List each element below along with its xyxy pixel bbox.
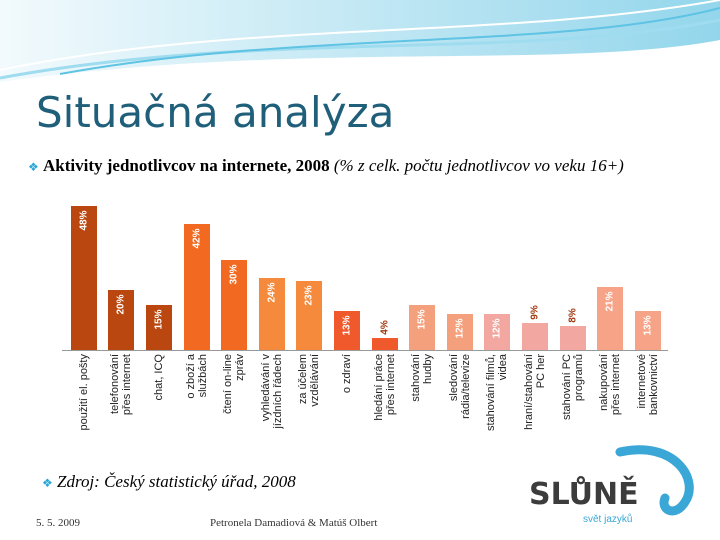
header-wave [0, 0, 720, 82]
axis-line [62, 350, 668, 351]
x-tick-label: stahování PC programů [560, 354, 585, 421]
bar [522, 323, 548, 350]
x-tick-label: za účelem vzdělávání [297, 354, 322, 407]
bar [634, 311, 661, 350]
bar [597, 287, 624, 350]
x-tick-label: telefonování přes internet [109, 354, 134, 416]
bar [70, 206, 97, 350]
value-label: 15% [416, 308, 428, 330]
bar [409, 305, 436, 350]
value-label: 42% [191, 227, 203, 249]
x-tick-label: stahování hudby [410, 354, 435, 402]
source-text: Zdroj: Český statistický úřad, 2008 [57, 472, 296, 491]
bar [559, 326, 586, 350]
bar [446, 314, 473, 350]
bullet: ❖ Aktivity jednotlivcov na internete, 20… [28, 156, 624, 175]
value-label: 24% [266, 281, 278, 303]
bar [258, 278, 285, 350]
bar [371, 338, 398, 350]
value-label: 13% [341, 314, 353, 336]
value-label: 30% [228, 263, 240, 285]
bar [296, 281, 323, 350]
authors: Petronela Damadiová & Matúš Olbert [210, 517, 378, 529]
value-label: 4% [379, 319, 391, 335]
logo: SLŮNĚ svět jazyků [529, 445, 694, 525]
x-tick-label: použití el. pošty [77, 354, 90, 431]
slide-title: Situačná analýza [36, 88, 395, 137]
value-label: 8% [567, 307, 579, 323]
logo-tagline: svět jazyků [583, 513, 632, 525]
bar [108, 290, 135, 350]
x-tick-label: stahování filmů, videa [485, 354, 510, 432]
x-tick-label: internetové bankovnictví [635, 354, 660, 416]
x-tick-label: hledání práce přes internet [372, 354, 397, 421]
value-label: 48% [78, 209, 90, 231]
bar [183, 224, 210, 350]
value-label: 9% [529, 304, 541, 320]
bullet-text: Aktivity jednotlivcov na internete, 2008 [43, 156, 330, 175]
x-tick-label: o zdraví [341, 354, 353, 394]
x-tick-label: o zboží a službách [184, 354, 209, 399]
bar [484, 314, 511, 350]
value-label: 23% [303, 284, 315, 306]
value-label: 13% [642, 314, 654, 336]
value-label: 15% [153, 308, 165, 330]
date: 5. 5. 2009 [36, 517, 80, 529]
value-label: 21% [604, 290, 616, 312]
value-label: 12% [491, 317, 503, 339]
x-tick-label: sledování rádia/televize [447, 354, 472, 419]
x-tick-label: chat, ICQ [153, 354, 165, 401]
bar [146, 305, 172, 350]
bar [221, 260, 248, 350]
bar [334, 311, 360, 350]
source: ❖ Zdroj: Český statistický úřad, 2008 [42, 472, 296, 491]
x-tick-label: nakupování přes internet [598, 354, 623, 416]
chart: 48% použití el. pošty 20% telefonování přes… [62, 198, 668, 442]
x-tick-label: hraní/stahování PC her [523, 354, 547, 430]
x-tick-label: čtení on-line zpráv [222, 354, 247, 414]
value-label: 12% [454, 317, 466, 339]
value-label: 20% [115, 293, 127, 315]
x-tick-label: vyhledávání v jízdních řádech [259, 354, 284, 429]
logo-text: SLŮNĚ [529, 475, 639, 512]
bullet-note: (% z celk. počtu jednotlivcov vo veku 16… [333, 156, 624, 175]
